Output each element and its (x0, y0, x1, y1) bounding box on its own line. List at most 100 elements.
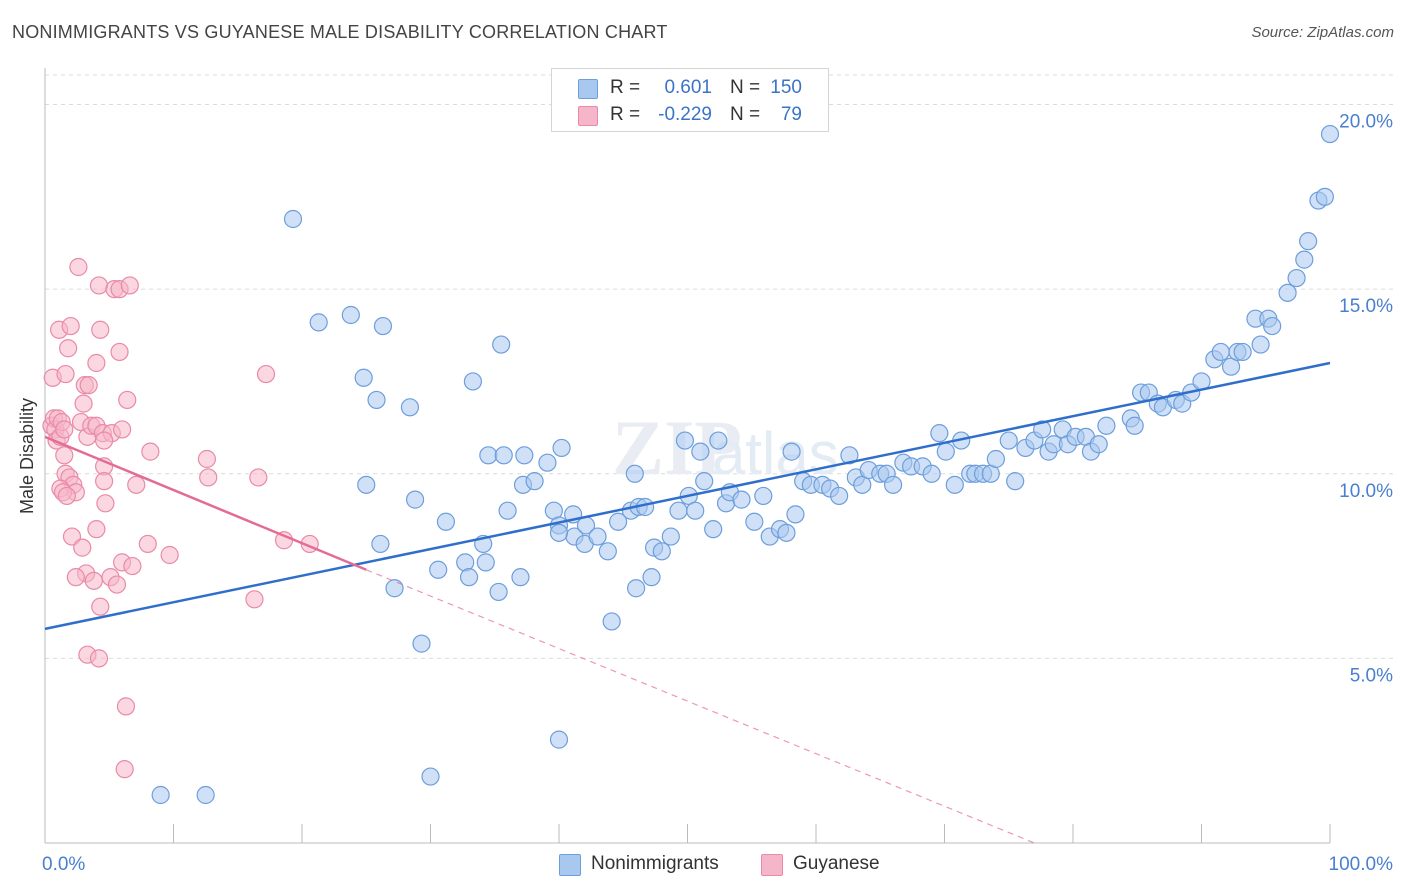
nonimmigrants-point (1033, 420, 1052, 439)
nonimmigrants-point (412, 634, 431, 653)
nonimmigrants-point (400, 398, 420, 417)
guyanese-point (69, 257, 88, 277)
nonimmigrants-point (999, 431, 1018, 450)
legend-label-nonimmigrants: Nonimmigrants (591, 853, 719, 874)
legend-n-value: 150 (770, 77, 802, 98)
guyanese-point (199, 468, 218, 487)
nonimmigrants-point (1287, 268, 1306, 288)
legend-r-label: R = (610, 104, 641, 125)
nonimmigrants-point (511, 568, 530, 587)
nonimmigrants-point (625, 464, 644, 483)
nonimmigrants-point (429, 560, 448, 579)
nonimmigrants-point (588, 527, 607, 546)
nonimmigrants-point (945, 475, 964, 494)
x-tick-label: 100.0% (1329, 854, 1394, 875)
nonimmigrants-point (459, 568, 479, 587)
guyanese-points (42, 257, 319, 779)
nonimmigrants-point (930, 424, 949, 443)
guyanese-point (112, 420, 132, 439)
nonimmigrants-point (1089, 435, 1108, 454)
nonimmigrants-point (704, 520, 723, 539)
nonimmigrants-point (354, 368, 373, 387)
legend-swatch-pink (761, 854, 783, 876)
guyanese-point (127, 475, 146, 494)
guyanese-point (95, 472, 114, 491)
legend-label-guyanese: Guyanese (793, 853, 880, 874)
guyanese-point (57, 486, 76, 506)
nonimmigrants-point (1125, 416, 1144, 435)
y-tick-label: 20.0% (1339, 112, 1393, 133)
guyanese-point (73, 538, 92, 557)
nonimmigrants-point (1320, 124, 1340, 144)
nonimmigrants-point (732, 490, 751, 509)
guyanese-point (91, 597, 110, 616)
legend-swatch-blue (559, 854, 581, 876)
legend-row-guyanese: R = -0.229 N = 79 (552, 102, 828, 128)
nonimmigrants-point (883, 475, 903, 494)
nonimmigrants-point (1278, 283, 1297, 302)
nonimmigrants-point (549, 523, 569, 542)
legend-r-value: -0.229 (658, 104, 712, 125)
nonimmigrants-point (598, 542, 617, 561)
guyanese-point (62, 527, 82, 546)
nonimmigrants-point (405, 490, 425, 509)
nonimmigrants-point (309, 313, 328, 332)
y-tick-label: 15.0% (1339, 296, 1393, 317)
correlation-legend: R = 0.601 N = 150 R = -0.229 N = 79 (551, 68, 829, 132)
guyanese-point (66, 568, 85, 587)
guyanese-trend-extension (366, 569, 1035, 844)
nonimmigrants-point (1211, 342, 1230, 362)
nonimmigrants-point (357, 475, 376, 494)
nonimmigrants-point (786, 505, 805, 524)
guyanese-point (61, 316, 80, 336)
nonimmigrants-point (436, 512, 456, 531)
guyanese-point (59, 339, 78, 358)
source-label: Source: ZipAtlas.com (1251, 24, 1394, 41)
nonimmigrants-point (283, 209, 303, 229)
guyanese-point (55, 420, 74, 439)
nonimmigrants-point (986, 449, 1006, 469)
guyanese-point (115, 760, 134, 779)
nonimmigrants-point (652, 542, 671, 561)
nonimmigrants-point (341, 305, 360, 325)
nonimmigrants-point (691, 442, 710, 461)
guyanese-point (84, 571, 103, 590)
nonimmigrants-point (489, 582, 508, 602)
nonimmigrants-point (385, 579, 404, 598)
nonimmigrants-point (421, 767, 440, 786)
legend-r-value: 0.601 (664, 77, 712, 98)
guyanese-point (89, 649, 109, 668)
legend-row-nonimmigrants: R = 0.601 N = 150 (552, 75, 828, 101)
nonimmigrants-point (538, 453, 557, 472)
nonimmigrants-point (936, 442, 955, 461)
nonimmigrants-point (626, 579, 646, 598)
trend-lines (44, 361, 1331, 844)
watermark-atlas: atlas (712, 420, 839, 487)
guyanese-point (56, 364, 75, 384)
legend-swatch-blue (578, 79, 598, 99)
nonimmigrants-point (151, 785, 170, 805)
nonimmigrants-point (1233, 342, 1252, 362)
guyanese-point (96, 494, 115, 513)
nonimmigrants-point (552, 438, 571, 458)
legend-n-label: N = (730, 104, 761, 125)
nonimmigrants-point (661, 527, 680, 546)
legend-n-value: 79 (780, 104, 802, 125)
nonimmigrants-trend-line (44, 361, 1331, 631)
guyanese-point (197, 449, 217, 469)
nonimmigrants-point (1315, 187, 1334, 206)
nonimmigrants-point (782, 442, 801, 461)
guyanese-point (89, 276, 109, 295)
nonimmigrants-point (830, 486, 849, 506)
y-tick-label: 5.0% (1350, 665, 1393, 686)
nonimmigrants-point (498, 501, 517, 520)
nonimmigrants-point (549, 730, 569, 749)
nonimmigrants-point (479, 446, 498, 465)
nonimmigrants-point (1097, 416, 1116, 435)
nonimmigrants-point (642, 568, 661, 587)
nonimmigrants-point (476, 553, 495, 572)
nonimmigrants-point (492, 335, 511, 354)
nonimmigrants-point (922, 464, 941, 483)
guyanese-point (74, 394, 93, 413)
nonimmigrants-point (1006, 472, 1025, 491)
